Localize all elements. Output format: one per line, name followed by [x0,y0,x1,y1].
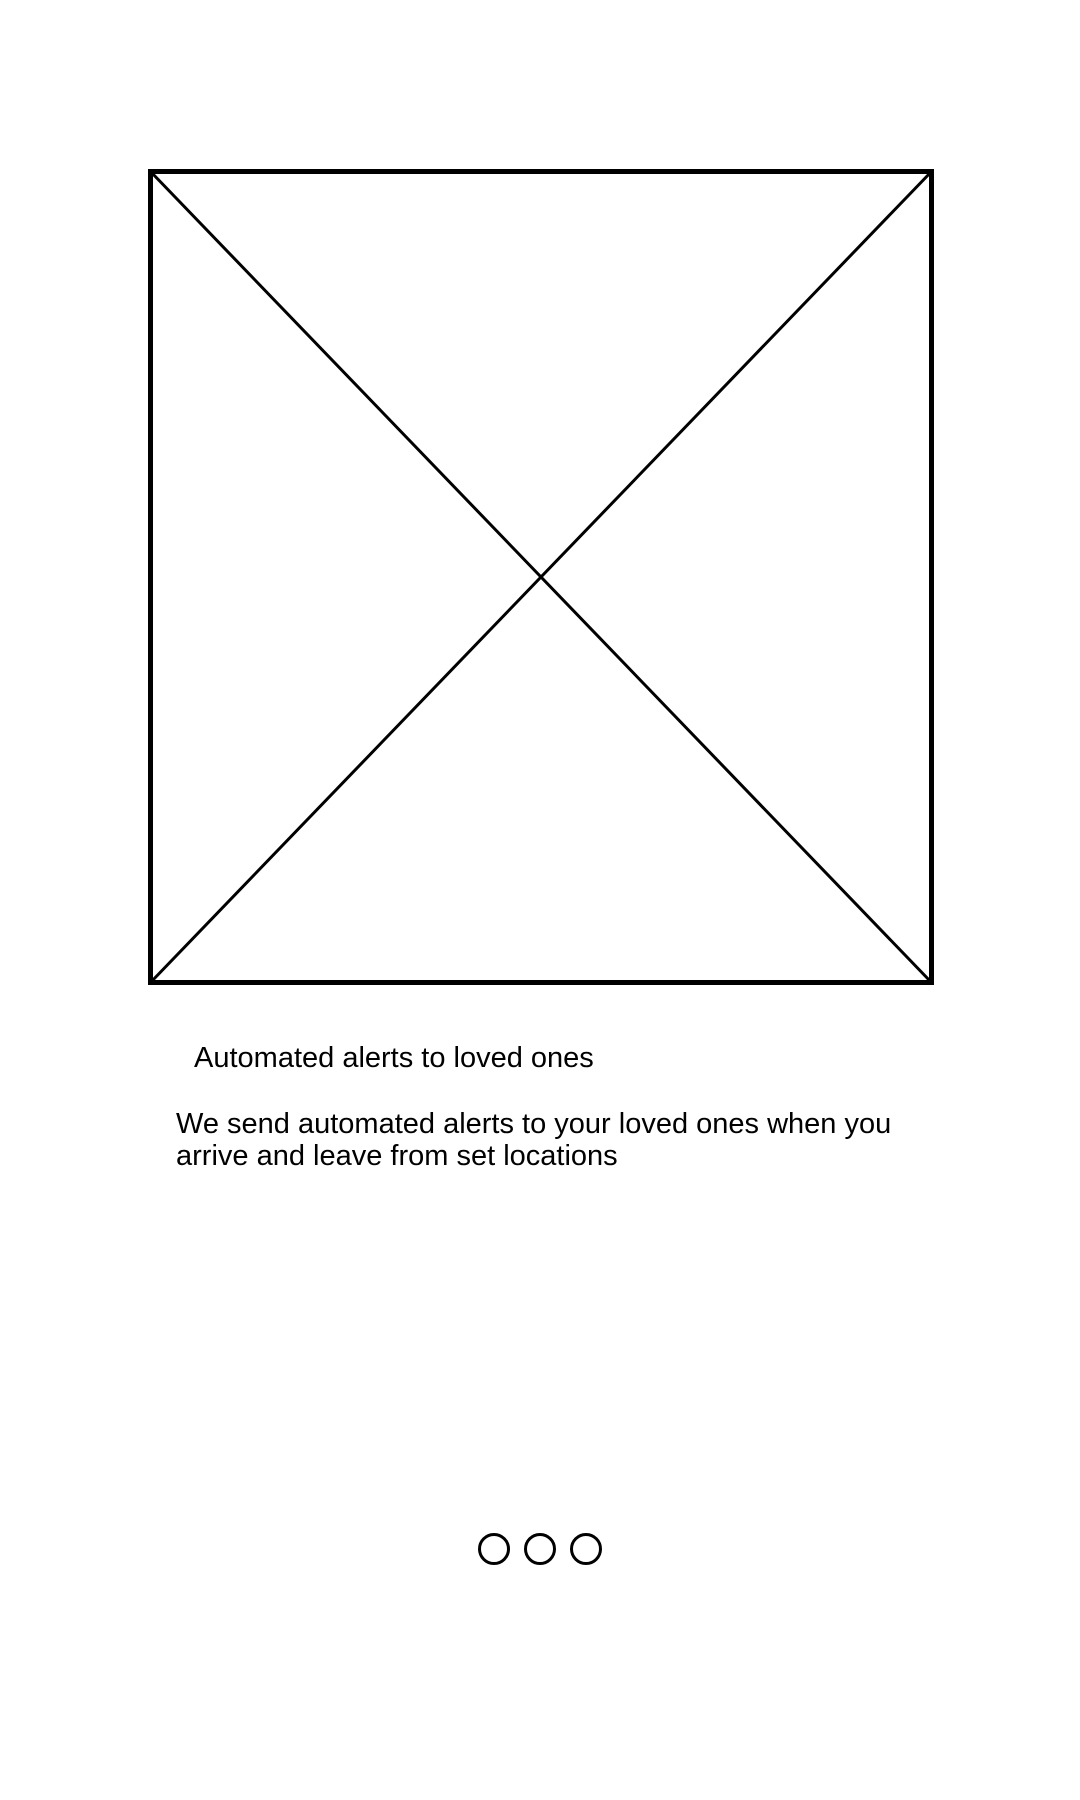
feature-description: We send automated alerts to your loved o… [176,1108,892,1172]
page-dot-1[interactable] [478,1533,510,1565]
page-dot-2[interactable] [524,1533,556,1565]
page-dot-3[interactable] [570,1533,602,1565]
page-indicator [478,1533,602,1565]
image-placeholder-icon [148,169,934,985]
feature-title: Automated alerts to loved ones [194,1042,594,1074]
